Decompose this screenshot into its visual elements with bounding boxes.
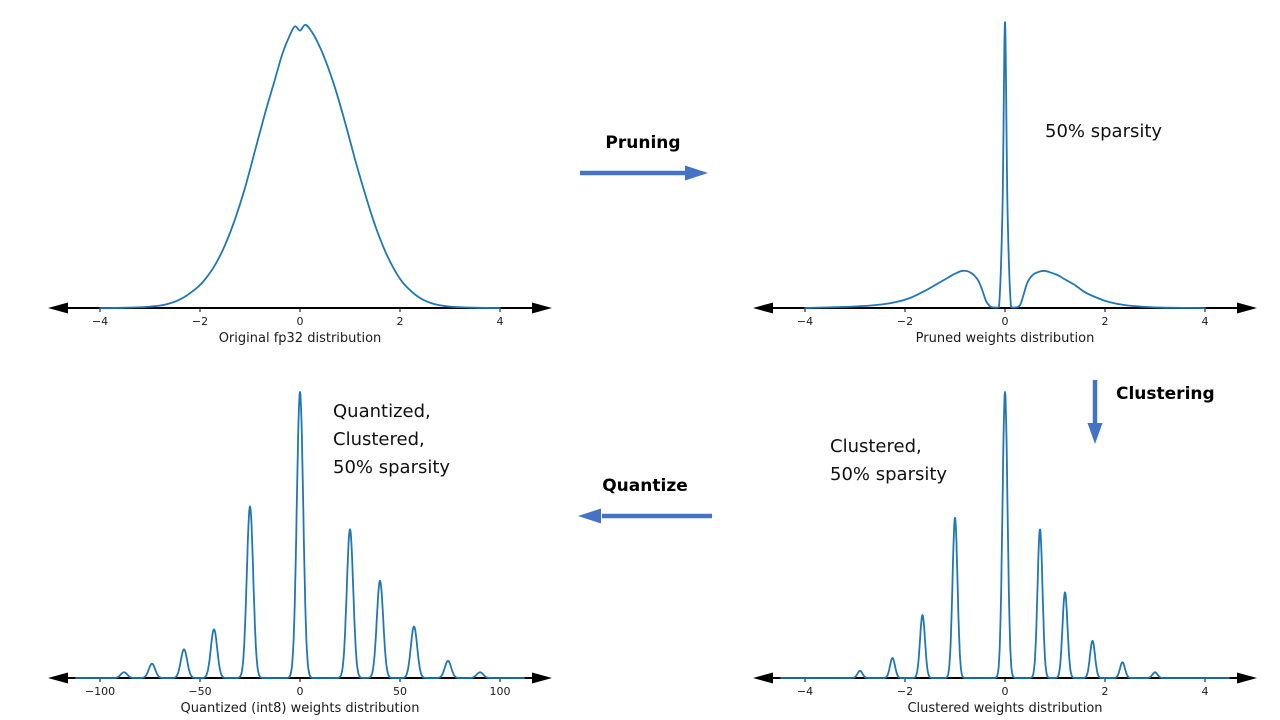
left-arrow-icon	[578, 508, 712, 524]
svg-text:0: 0	[1002, 315, 1009, 328]
svg-text:−4: −4	[797, 685, 813, 698]
clustered-annotation: Clustered, 50% sparsity	[830, 433, 947, 489]
clustered-weights-axis-label: Clustered weights distribution	[907, 701, 1103, 716]
clustering-step: Clustering	[1086, 380, 1215, 444]
svg-text:−2: −2	[897, 315, 913, 328]
clustered-weights-plot: −4 −2 0 2 4	[753, 391, 1257, 698]
panel-original-fp32: −4 −2 0 2 4 Original fp32 distribution	[40, 8, 560, 346]
clustering-label: Clustering	[1116, 384, 1215, 404]
panel-clustered-weights: −4 −2 0 2 4 Clustered weights distribution C…	[745, 378, 1265, 716]
svg-text:2: 2	[1102, 685, 1109, 698]
svg-text:50: 50	[393, 685, 407, 698]
svg-text:2: 2	[1102, 315, 1109, 328]
svg-text:0: 0	[297, 685, 304, 698]
svg-text:100: 100	[490, 685, 511, 698]
annotation-line: Clustered,	[830, 436, 922, 457]
panel-pruned-weights: −4 −2 0 2 4 Pruned weights distribution 50% …	[745, 8, 1265, 346]
pruned-sparsity-annotation: 50% sparsity	[1045, 118, 1162, 146]
panel-quantized-weights: −100 −50 0 50 100 Quantized (int8) weights d…	[40, 378, 560, 716]
svg-text:−4: −4	[92, 315, 108, 328]
svg-text:−4: −4	[797, 315, 813, 328]
annotation-line: Clustered,	[333, 429, 425, 450]
svg-text:2: 2	[397, 315, 404, 328]
svg-text:−100: −100	[85, 685, 115, 698]
pruned-weights-plot: −4 −2 0 2 4	[753, 21, 1257, 328]
quantized-annotation: Quantized, Clustered, 50% sparsity	[333, 398, 450, 482]
pruned-weights-axis-label: Pruned weights distribution	[915, 331, 1095, 346]
original-fp32-plot: −4 −2 0 2 4	[48, 23, 552, 328]
annotation-line: 50% sparsity	[333, 457, 451, 478]
svg-text:4: 4	[1202, 685, 1209, 698]
svg-text:−50: −50	[188, 685, 211, 698]
annotation-line: 50% sparsity	[830, 464, 948, 485]
svg-text:0: 0	[297, 315, 304, 328]
quantized-weights-plot: −100 −50 0 50 100	[48, 391, 552, 698]
annotation-line: 50% sparsity	[1045, 121, 1163, 142]
original-fp32-axis-label: Original fp32 distribution	[218, 331, 382, 346]
right-arrow-icon	[580, 165, 708, 181]
svg-text:−2: −2	[192, 315, 208, 328]
down-arrow-icon	[1087, 380, 1103, 444]
pruning-step: Pruning	[578, 133, 708, 182]
svg-text:4: 4	[1202, 315, 1209, 328]
annotation-line: Quantized,	[333, 401, 431, 422]
quantized-weights-axis-label: Quantized (int8) weights distribution	[180, 701, 420, 716]
svg-text:−2: −2	[897, 685, 913, 698]
svg-text:4: 4	[497, 315, 504, 328]
pruning-label: Pruning	[605, 133, 681, 153]
quantize-label: Quantize	[602, 476, 688, 496]
svg-text:0: 0	[1002, 685, 1009, 698]
quantize-step: Quantize	[576, 476, 714, 525]
